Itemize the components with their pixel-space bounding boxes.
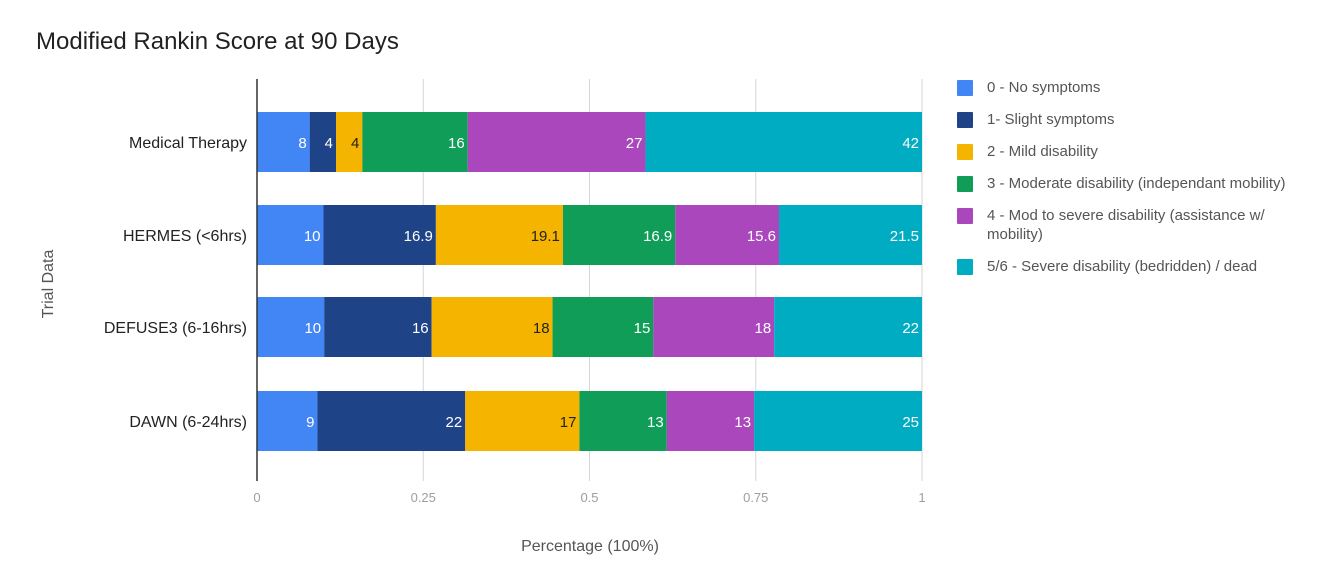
bar-segment bbox=[579, 391, 667, 451]
legend-swatch bbox=[957, 176, 973, 192]
chart-title: Modified Rankin Score at 90 Days bbox=[36, 28, 399, 55]
bar-segment bbox=[562, 205, 676, 265]
bar-segment bbox=[257, 391, 318, 451]
bar-segment bbox=[779, 205, 922, 265]
legend-item: 5/6 - Severe disability (bedridden) / de… bbox=[957, 257, 1317, 276]
data-label: 4 bbox=[325, 135, 333, 152]
bar-segment bbox=[431, 297, 553, 357]
data-label: 13 bbox=[647, 414, 664, 431]
data-label: 15 bbox=[634, 320, 651, 337]
x-axis-title: Percentage (100%) bbox=[521, 538, 659, 555]
data-label: 16 bbox=[412, 320, 429, 337]
legend-swatch bbox=[957, 208, 973, 224]
x-tick-label: 0.25 bbox=[411, 490, 436, 505]
x-tick-label: 0.5 bbox=[580, 490, 598, 505]
legend-item: 2 - Mild disability bbox=[957, 142, 1317, 161]
bar-segment bbox=[645, 112, 922, 172]
data-label: 13 bbox=[734, 414, 751, 431]
data-label: 19.1 bbox=[531, 228, 560, 245]
legend-item: 0 - No symptoms bbox=[957, 78, 1317, 97]
data-label: 25 bbox=[902, 414, 919, 431]
legend-label: 0 - No symptoms bbox=[987, 79, 1101, 96]
bar-segment bbox=[324, 297, 432, 357]
bar-segment bbox=[309, 112, 337, 172]
bar-segment bbox=[323, 205, 436, 265]
x-tick-label: 0.75 bbox=[743, 490, 768, 505]
data-label: 21.5 bbox=[890, 228, 919, 245]
data-label: 15.6 bbox=[747, 228, 776, 245]
category-label: Medical Therapy bbox=[129, 135, 247, 152]
data-label: 10 bbox=[304, 228, 321, 245]
data-label: 8 bbox=[298, 135, 306, 152]
data-label: 17 bbox=[560, 414, 577, 431]
bar-segment bbox=[435, 205, 563, 265]
bar-segment bbox=[774, 297, 922, 357]
bar-segment bbox=[336, 112, 363, 172]
category-labels: Medical Therapy HERMES (<6hrs) DEFUSE3 (6-… bbox=[104, 135, 247, 431]
bar-segment bbox=[467, 112, 646, 172]
legend-item: 4 - Mod to severe disability (assistance… bbox=[957, 206, 1317, 244]
bar-segment bbox=[754, 391, 922, 451]
bar-segment bbox=[675, 205, 780, 265]
data-label: 9 bbox=[306, 414, 314, 431]
x-tick-label: 0 bbox=[253, 490, 260, 505]
data-label: 16 bbox=[448, 135, 465, 152]
data-label: 42 bbox=[902, 135, 919, 152]
bar-segment bbox=[653, 297, 775, 357]
legend-item: 3 - Moderate disability (independant mob… bbox=[957, 174, 1317, 193]
data-label: 16.9 bbox=[643, 228, 672, 245]
data-label: 18 bbox=[755, 320, 772, 337]
bars bbox=[257, 112, 922, 451]
y-axis-title: Trial Data bbox=[40, 250, 57, 319]
data-label: 22 bbox=[446, 414, 463, 431]
data-label: 4 bbox=[351, 135, 359, 152]
bar-segment bbox=[257, 112, 310, 172]
legend-label: 4 - Mod to severe disability (assistance… bbox=[987, 207, 1265, 243]
data-label: 22 bbox=[902, 320, 919, 337]
bar-segment bbox=[552, 297, 654, 357]
legend: 0 - No symptoms 1- Slight symptoms 2 - Mil… bbox=[957, 78, 1317, 289]
legend-swatch bbox=[957, 112, 973, 128]
bar-segment bbox=[666, 391, 755, 451]
legend-swatch bbox=[957, 80, 973, 96]
bar-segment bbox=[465, 391, 580, 451]
data-label: 16.9 bbox=[404, 228, 433, 245]
x-tick-label: 1 bbox=[918, 490, 925, 505]
legend-item: 1- Slight symptoms bbox=[957, 110, 1317, 129]
data-label: 27 bbox=[626, 135, 643, 152]
category-label: DEFUSE3 (6-16hrs) bbox=[104, 320, 247, 337]
legend-swatch bbox=[957, 144, 973, 160]
bar-segment bbox=[317, 391, 466, 451]
bar-segment bbox=[257, 297, 325, 357]
legend-label: 2 - Mild disability bbox=[987, 143, 1098, 160]
legend-label: 5/6 - Severe disability (bedridden) / de… bbox=[987, 258, 1258, 275]
category-label: DAWN (6-24hrs) bbox=[129, 414, 247, 431]
bar-segment bbox=[257, 205, 324, 265]
category-label: HERMES (<6hrs) bbox=[123, 228, 247, 245]
data-label: 18 bbox=[533, 320, 550, 337]
data-label: 10 bbox=[304, 320, 321, 337]
x-tick-labels: 0 0.25 0.5 0.75 1 bbox=[253, 490, 925, 505]
bar-segment bbox=[362, 112, 468, 172]
legend-label: 3 - Moderate disability (independant mob… bbox=[987, 175, 1286, 192]
data-labels: 8 4 4 16 27 42 10 16.9 19.1 16.9 15.6 21.5 10 16 18 15 1… bbox=[298, 135, 919, 431]
legend-swatch bbox=[957, 259, 973, 275]
legend-label: 1- Slight symptoms bbox=[987, 111, 1115, 128]
